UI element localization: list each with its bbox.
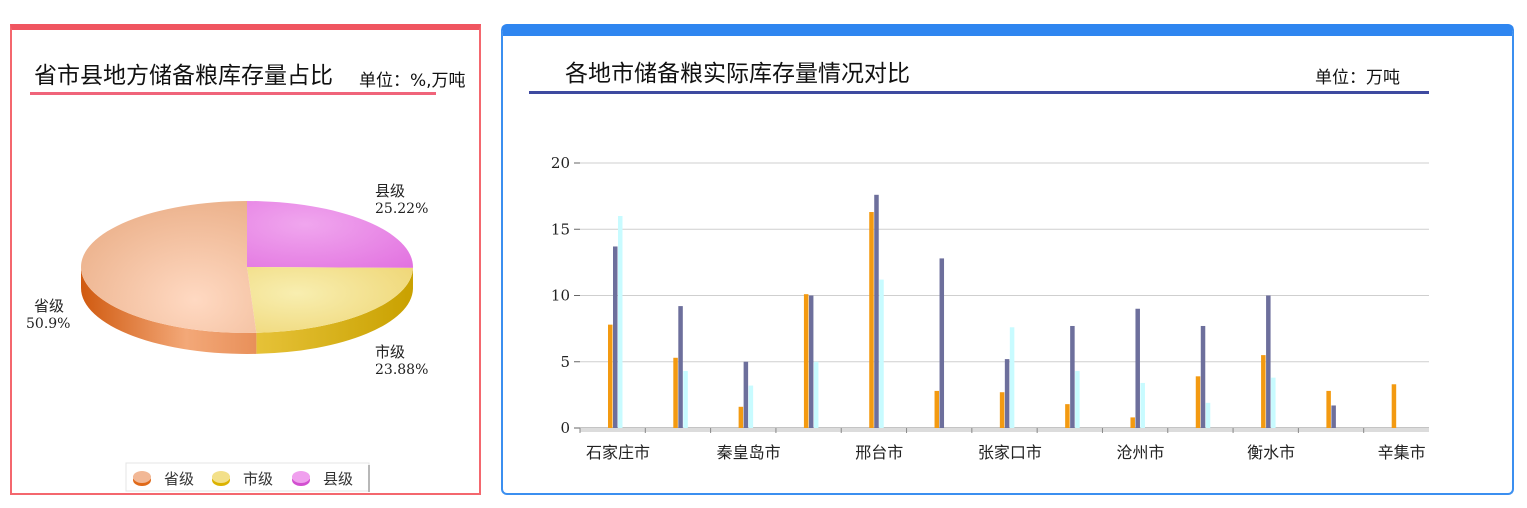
- bar-unit-label: 单位：万吨: [1315, 68, 1400, 88]
- pie-unit-label: 单位：%,万吨: [359, 71, 466, 91]
- bar-panel-title: 各地市储备粮实际库存量情况对比: [565, 61, 910, 87]
- bar-panel: 各地市储备粮实际库存量情况对比 单位：万吨: [501, 24, 1514, 495]
- pie-title-rule: [30, 92, 436, 95]
- bar-title-rule: [529, 91, 1429, 94]
- pie-panel-title: 省市县地方储备粮库存量占比: [34, 63, 333, 89]
- pie-panel: 省市县地方储备粮库存量占比 单位：%,万吨: [10, 24, 481, 495]
